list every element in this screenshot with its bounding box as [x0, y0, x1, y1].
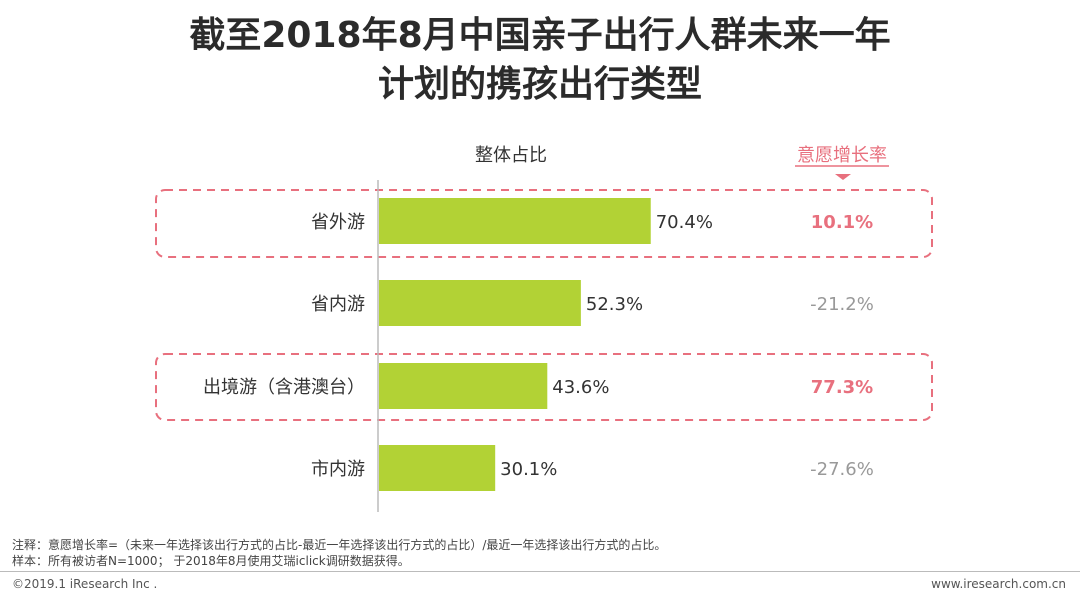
note-line1: 注释：意愿增长率=（未来一年选择该出行方式的占比-最近一年选择该出行方式的占比）… — [12, 538, 667, 552]
growth-label: 77.3% — [811, 377, 873, 398]
bar — [379, 445, 496, 491]
chart-title-line2: 计划的携孩出行类型 — [377, 64, 702, 105]
growth-label: -27.6% — [810, 459, 874, 480]
highlight-box-2 — [155, 353, 933, 421]
bar — [379, 280, 581, 326]
highlight-box-1 — [155, 189, 933, 258]
value-label: 30.1% — [500, 459, 557, 480]
footer-divider — [0, 571, 1080, 572]
value-label: 52.3% — [586, 294, 643, 315]
category-label: 省外游 — [311, 212, 365, 233]
column-header: 整体占比 — [475, 145, 547, 166]
growth-header-arrow — [835, 174, 851, 180]
category-label: 市内游 — [311, 459, 365, 480]
copyright: ©2019.1 iResearch Inc . — [12, 577, 158, 591]
bar-chart: 整体占比 意愿增长率 省外游 70.4% 10.1% 省内游 52.3% -21.2% 出境… — [155, 145, 933, 512]
value-label: 70.4% — [656, 212, 713, 233]
growth-label: 10.1% — [811, 212, 873, 233]
growth-label: -21.2% — [810, 294, 874, 315]
category-label: 出境游（含港澳台） — [203, 377, 365, 398]
category-label: 省内游 — [311, 294, 365, 315]
chart-title-line1: 截至2018年8月中国亲子出行人群未来一年 — [189, 15, 891, 56]
note-line2: 样本：所有被访者N=1000； 于2018年8月使用艾瑞iclick调研数据获得… — [12, 554, 410, 568]
bar — [379, 198, 651, 244]
website: www.iresearch.com.cn — [931, 577, 1066, 591]
value-label: 43.6% — [552, 377, 609, 398]
growth-header: 意愿增长率 — [797, 145, 887, 166]
bar — [379, 363, 548, 409]
